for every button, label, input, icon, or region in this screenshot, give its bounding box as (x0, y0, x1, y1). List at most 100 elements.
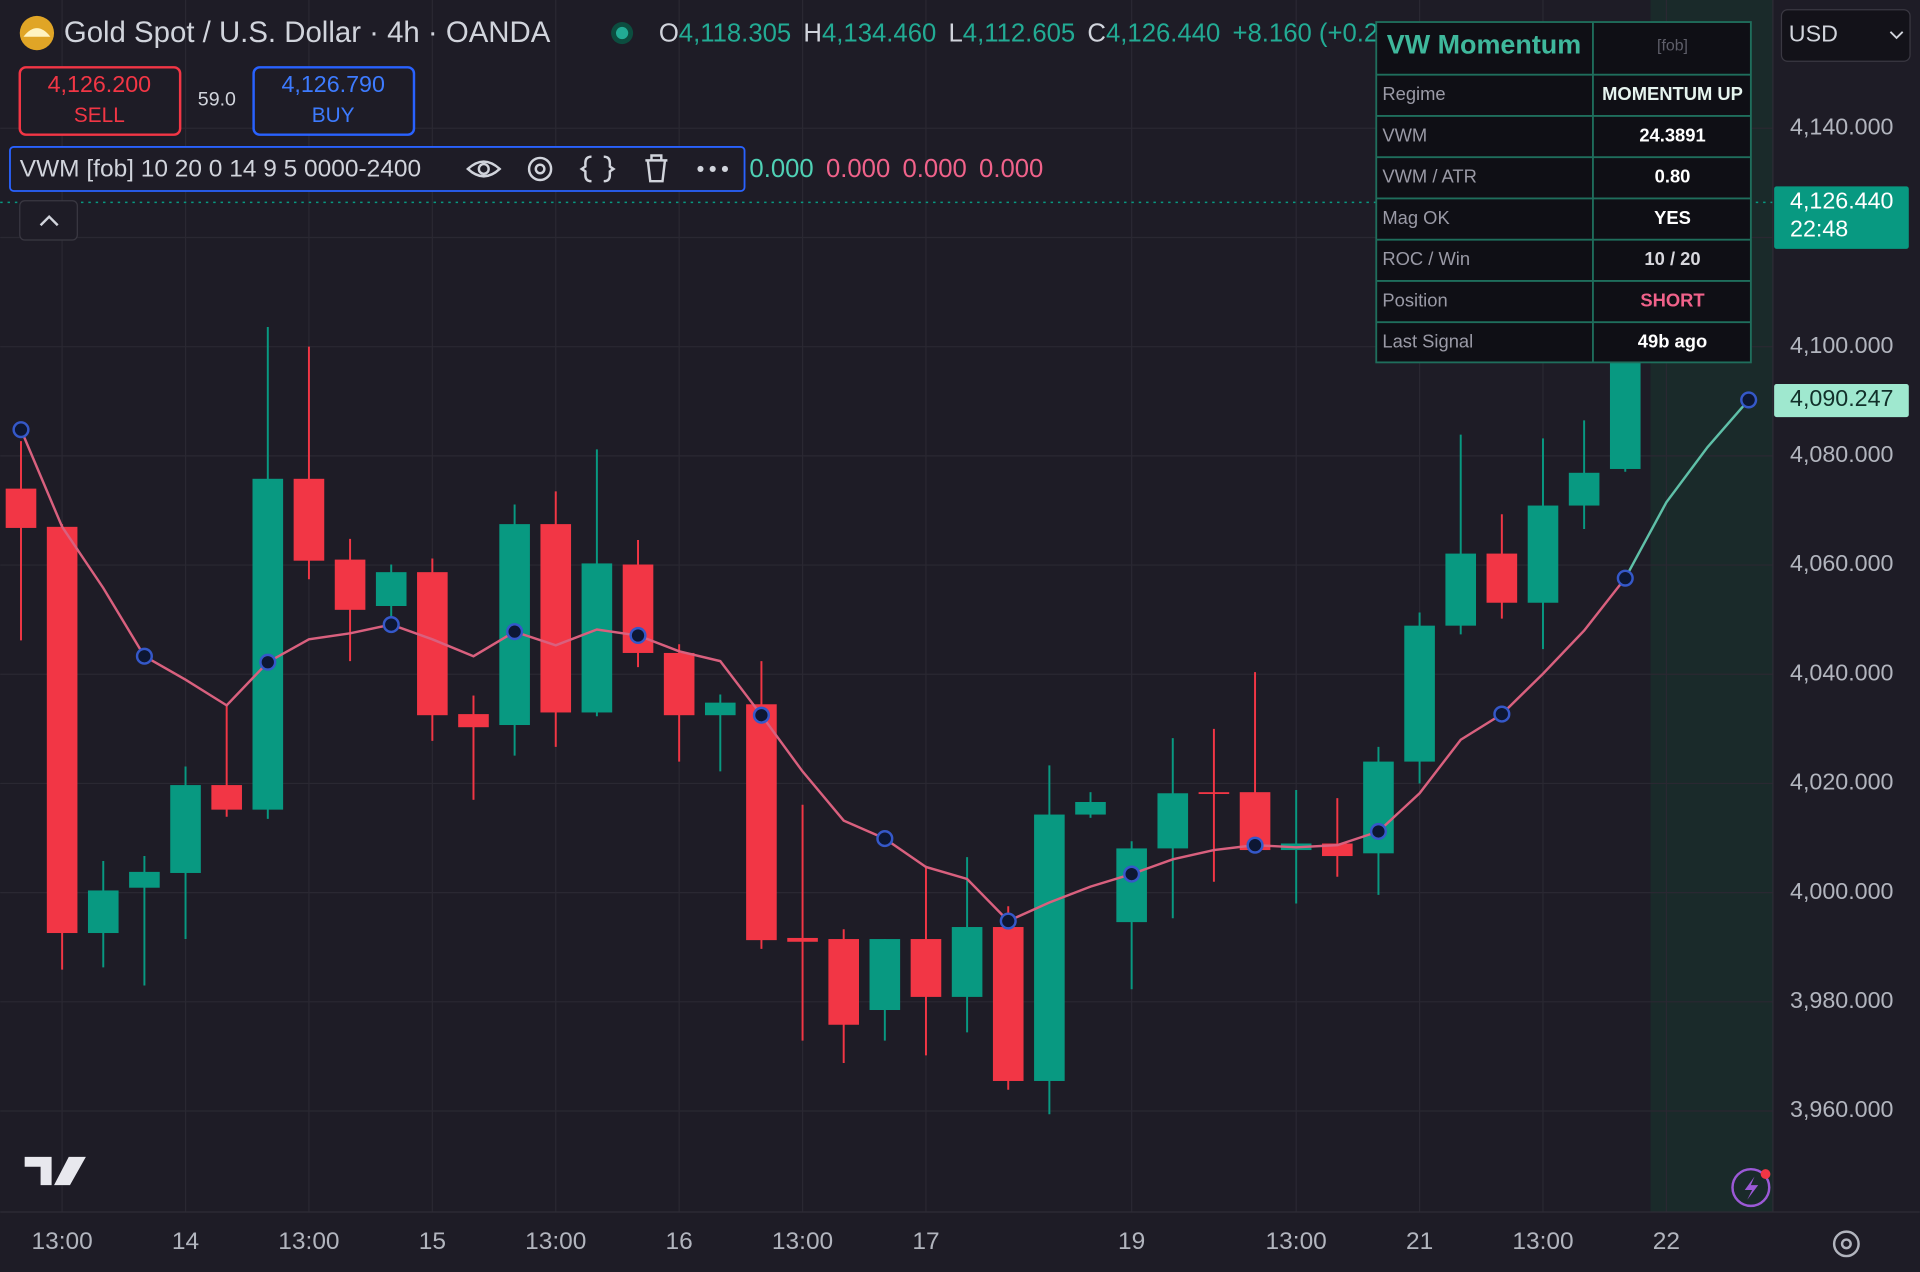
axis-settings-icon[interactable] (1832, 1230, 1860, 1258)
candle-body (170, 785, 201, 873)
indicator-value: 0.000 (979, 155, 1043, 183)
candle-body (87, 890, 119, 934)
dot (709, 165, 716, 173)
tradingview-logo (24, 1156, 86, 1186)
table-tag: [fob] (1657, 38, 1688, 55)
x-tick-label: 15 (419, 1228, 446, 1255)
legend-icons (466, 154, 668, 183)
alert-bolt (1744, 1176, 1759, 1200)
y-tick-label: 4,000.000 (1790, 878, 1894, 904)
source-icon[interactable] (579, 155, 616, 183)
y-tick-label: 4,040.000 (1790, 659, 1894, 685)
collapse-button[interactable] (19, 200, 78, 241)
signal-marker (382, 615, 400, 634)
sell-price: 4,126.200 (48, 71, 152, 97)
candle-body (293, 478, 325, 561)
vwm-line (19, 429, 1627, 923)
ohlc-key: O (659, 19, 679, 47)
ohlc-key: L (949, 19, 963, 47)
candle-body (46, 526, 78, 934)
candle-body (211, 785, 242, 810)
candle-body (1075, 802, 1106, 815)
table-row-label: ROC / Win (1382, 248, 1470, 269)
x-tick-label: 22 (1653, 1228, 1680, 1255)
countdown-label: 22:48 (1790, 216, 1848, 242)
candle-body (252, 478, 284, 810)
x-tick-label: 13:00 (772, 1228, 833, 1255)
x-tick-label: 16 (666, 1228, 693, 1255)
eye-pupil (477, 162, 490, 176)
table-title: VW Momentum (1387, 30, 1581, 60)
indicator-price-label: 4,090.247 (1790, 385, 1893, 411)
candle-body (1568, 472, 1600, 506)
settings-icon[interactable] (527, 156, 553, 182)
indicator-value: 0.000 (749, 155, 813, 183)
indicator-legend[interactable] (9, 145, 746, 192)
sell-button[interactable] (18, 66, 182, 136)
signal-marker (1616, 569, 1634, 587)
y-tick-label: 3,980.000 (1790, 987, 1894, 1013)
spread: 59.0 (198, 89, 236, 111)
delete-icon[interactable] (645, 154, 668, 183)
indicator-value: 0.000 (826, 155, 890, 183)
candle-body (869, 939, 901, 1011)
dropdown-arrow (1889, 31, 1904, 40)
table-row-label: Position (1382, 289, 1447, 310)
x-tick-label: 19 (1118, 1228, 1145, 1255)
signal-marker (876, 830, 894, 848)
x-tick-label: 17 (912, 1228, 939, 1255)
signal-marker (12, 421, 30, 439)
x-tick-label: 13:00 (525, 1228, 586, 1255)
x-tick-label: 14 (172, 1228, 199, 1255)
table-row-value: MOMENTUM UP (1602, 83, 1743, 104)
settings-hub (534, 163, 546, 175)
x-tick-label: 21 (1406, 1228, 1433, 1255)
y-tick-label: 3,960.000 (1790, 1096, 1894, 1122)
indicator-label: VWM [fob] 10 20 0 14 9 5 0000-2400 (20, 156, 421, 183)
signal-marker (1369, 822, 1388, 841)
y-tick-label: 4,100.000 (1790, 332, 1894, 358)
indicator-lines (12, 391, 1758, 930)
dot (697, 165, 704, 173)
more-icon[interactable] (697, 165, 729, 173)
currency-select[interactable] (1780, 9, 1911, 62)
price-badges: 4,126.440 22:48 4,090.247 (1774, 186, 1909, 418)
x-tick-label: 13:00 (278, 1228, 339, 1255)
dot (721, 165, 729, 173)
candle-body (1445, 553, 1477, 626)
ohlc-value: 4,126.440 (1106, 19, 1220, 47)
x-tick-label: 13:00 (1512, 1228, 1573, 1255)
ohlc-key: C (1087, 19, 1106, 47)
buy-label: BUY (312, 104, 355, 127)
signal-marker (506, 623, 524, 641)
candle-body (992, 927, 1024, 1081)
table-row-label: Regime (1382, 83, 1445, 104)
y-tick-label: 4,020.000 (1790, 769, 1894, 795)
currency-label: USD (1789, 21, 1838, 47)
market-status-dot (615, 26, 629, 40)
candle-body (1404, 625, 1435, 762)
vwm-line (1624, 399, 1750, 579)
symbol-logo-mark (23, 28, 51, 37)
table-row-value: SHORT (1640, 289, 1705, 310)
eye-icon[interactable] (466, 160, 502, 178)
candle-body (746, 704, 777, 941)
signal-marker (999, 912, 1017, 930)
candle-body (5, 488, 37, 528)
table-row-label: Mag OK (1382, 207, 1450, 228)
table-row-value: 49b ago (1638, 331, 1707, 352)
candle-body (1486, 553, 1518, 603)
alert-icon[interactable] (1731, 1167, 1771, 1208)
buy-button[interactable] (252, 66, 416, 136)
x-tick-label: 13:00 (1266, 1228, 1327, 1255)
indicator-value: 0.000 (903, 155, 967, 183)
candle-body (663, 652, 695, 716)
table-row-value: YES (1654, 207, 1691, 228)
table-row-label: VWM / ATR (1382, 166, 1477, 187)
table-row-label: VWM (1382, 124, 1427, 145)
candle-body (1198, 792, 1230, 795)
y-tick-label: 4,140.000 (1790, 113, 1894, 139)
table-bg (1376, 22, 1751, 363)
